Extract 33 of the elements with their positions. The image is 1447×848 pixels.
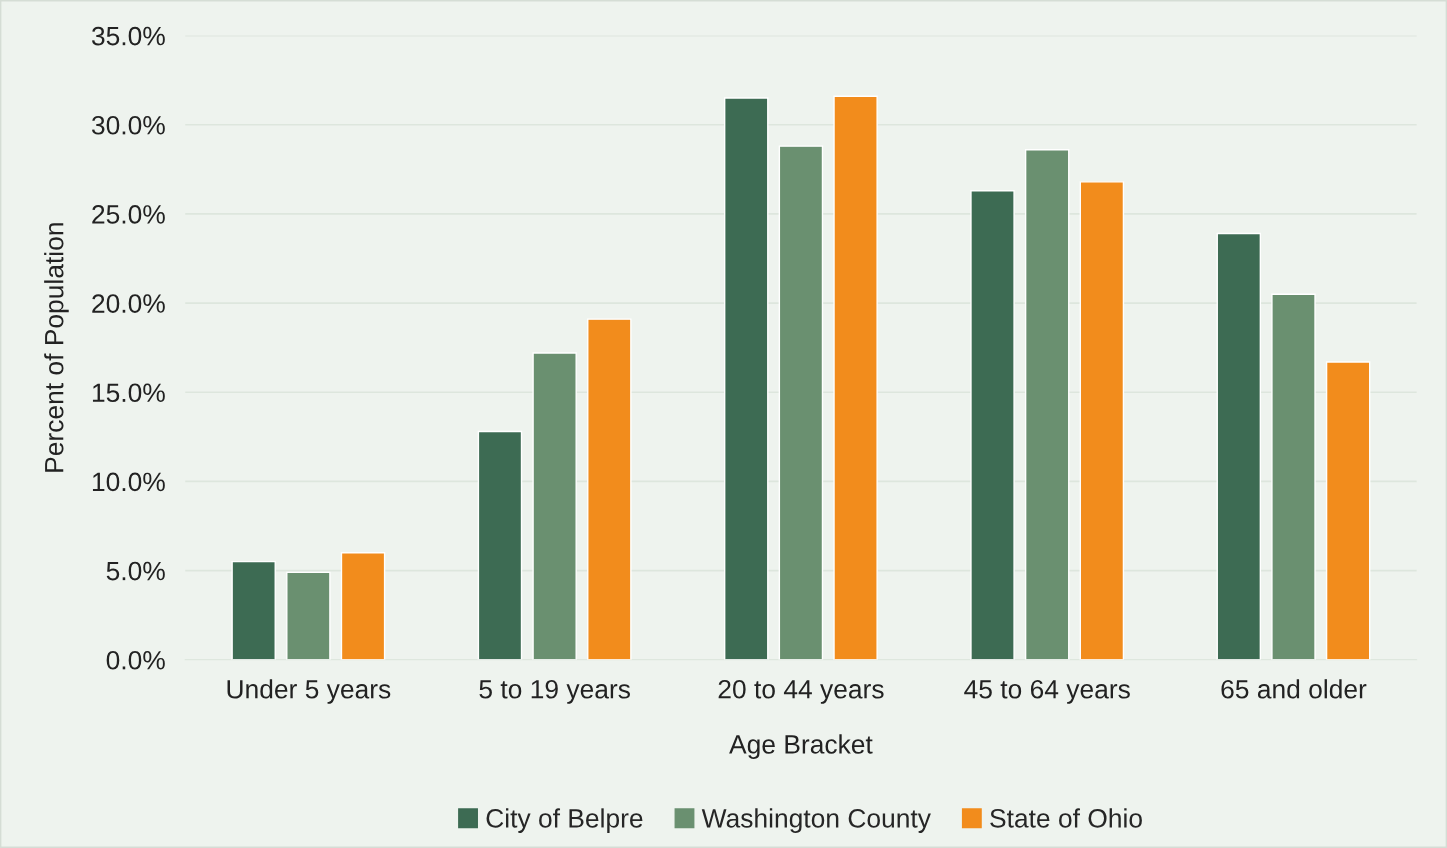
bar	[833, 95, 878, 660]
bar	[587, 318, 632, 660]
y-tick-label: 30.0%	[91, 115, 165, 135]
y-tick-label: 35.0%	[91, 26, 165, 46]
x-tick-label: 65 and older	[1221, 679, 1367, 699]
bar	[340, 552, 386, 660]
y-tick-label: 0.0%	[106, 650, 165, 670]
x-tick-label: 5 to 19 years	[479, 679, 630, 704]
x-tick-label: 20 to 44 years	[718, 679, 884, 704]
bar	[1024, 149, 1070, 660]
legend-label: City of Belpre	[486, 808, 643, 833]
y-tick-label: 10.0%	[92, 472, 165, 492]
y-tick-label: 15.0%	[92, 383, 165, 403]
bar	[1325, 361, 1371, 660]
legend-label: State of Ohio	[990, 808, 1142, 828]
legend-label: Washington County	[701, 808, 931, 833]
bar	[970, 190, 1015, 660]
bar	[231, 560, 276, 660]
bar	[1216, 232, 1262, 660]
y-axis-title: Percent of Population	[44, 223, 69, 472]
bar	[778, 145, 824, 660]
x-tick-label: Under 5 years	[227, 679, 391, 704]
bar	[286, 571, 331, 660]
bar	[532, 352, 577, 660]
bar	[723, 97, 769, 660]
x-axis-title: Age Bracket	[729, 734, 873, 759]
x-tick-label: 45 to 64 years	[964, 679, 1130, 704]
y-tick-label: 20.0%	[92, 294, 165, 313]
bar	[1079, 181, 1125, 660]
bar	[1271, 293, 1316, 660]
y-tick-label: 25.0%	[92, 205, 165, 224]
bar	[477, 430, 523, 660]
y-tick-label: 5.0%	[106, 561, 165, 581]
